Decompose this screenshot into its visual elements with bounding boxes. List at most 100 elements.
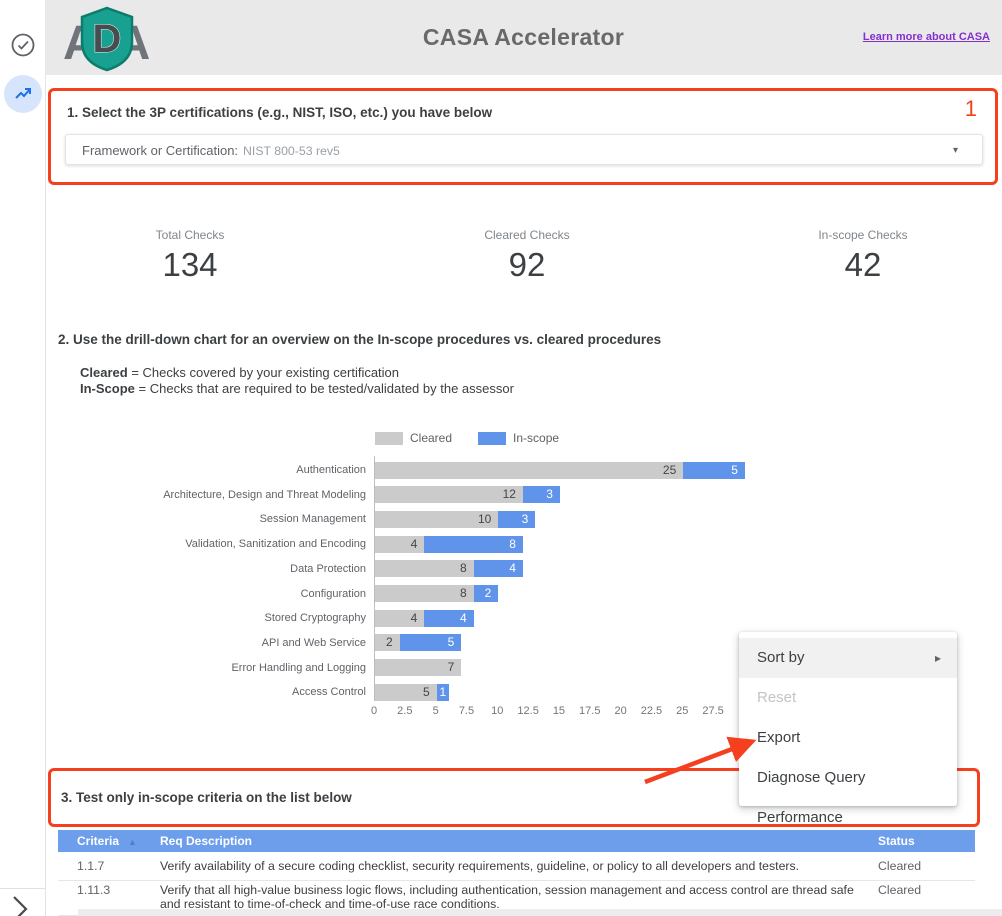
scorecard: In-scope Checks 42	[743, 228, 983, 284]
definition-term: In-Scope	[80, 381, 135, 396]
bar-segment-cleared[interactable]: 12	[375, 486, 523, 504]
bar-segment-cleared[interactable]: 8	[375, 585, 474, 602]
insights-icon[interactable]	[4, 75, 42, 113]
x-axis-tick-label: 20	[614, 705, 627, 717]
bar-segment-inscope[interactable]: 3	[498, 510, 536, 528]
legend-swatch	[375, 431, 403, 445]
chart-category-label: Validation, Sanitization and Encoding	[185, 538, 366, 551]
annotation-step-number: 1	[964, 96, 977, 121]
legend-item: Cleared	[375, 431, 452, 445]
bar-segment-cleared[interactable]: 2	[375, 634, 400, 652]
menu-item-label: Reset	[757, 689, 797, 706]
x-axis-tick-label: 12.5	[517, 705, 539, 717]
bar-segment-inscope[interactable]: 4	[424, 609, 474, 627]
menu-item-diagnose-query-performance[interactable]: Diagnose Query Performance	[739, 758, 957, 826]
scorecard-label: In-scope Checks	[818, 228, 908, 242]
bar-value-label: 10	[477, 511, 492, 526]
section1-title: 1. Select the 3P certifications (e.g., N…	[67, 105, 493, 120]
header-label: Criteria	[77, 834, 120, 848]
definition-line: Cleared = Checks covered by your existin…	[80, 365, 514, 381]
table-row: 1.1.7 Verify availability of a secure cod…	[58, 852, 975, 881]
bar-value-label: 5	[731, 462, 738, 477]
bar-segment-inscope[interactable]: 3	[522, 486, 560, 504]
criteria-table: Criteria ▲ Req Description Status 1.1.7 Veri…	[58, 830, 975, 916]
legend-item: In-scope	[478, 431, 559, 445]
bar-value-label: 4	[509, 561, 516, 576]
section3-title: 3. Test only in-scope criteria on the li…	[61, 790, 352, 805]
chart-category-label: Session Management	[259, 513, 366, 526]
bar-segment-inscope[interactable]: 5	[683, 461, 745, 479]
legend-label: Cleared	[410, 431, 453, 445]
context-menu: Sort by ▸ Reset Export Diagnose Query Perfor…	[739, 632, 957, 826]
bar-value-label: 4	[410, 610, 418, 625]
bar-segment-cleared[interactable]: 10	[375, 510, 499, 528]
x-axis-tick-label: 25	[676, 705, 689, 717]
x-axis-tick-label: 17.5	[579, 705, 601, 717]
bar-segment-inscope[interactable]: 1	[436, 683, 449, 701]
header-status[interactable]: Status	[878, 834, 915, 848]
header-req-description[interactable]: Req Description	[160, 834, 253, 848]
menu-item-label: Sort by	[757, 649, 805, 666]
menu-item-export[interactable]: Export	[739, 718, 957, 758]
header-criteria[interactable]: Criteria ▲	[58, 830, 160, 853]
definitions: Cleared = Checks covered by your existin…	[80, 365, 514, 397]
scorecard: Total Checks 134	[70, 228, 310, 284]
bar-segment-inscope[interactable]: 4	[473, 560, 523, 578]
scorecard: Cleared Checks 92	[407, 228, 647, 284]
chart-category-label: Authentication	[296, 464, 366, 476]
bar-segment-cleared[interactable]: 7	[375, 659, 462, 677]
x-axis-tick-label: 27.5	[702, 705, 724, 717]
menu-item-label: Export	[757, 729, 801, 746]
svg-text:D: D	[92, 17, 121, 61]
scorecard-label: Total Checks	[155, 228, 225, 242]
menu-item-reset[interactable]: Reset	[739, 678, 957, 718]
shield-icon: D	[80, 6, 133, 72]
bar-value-label: 7	[447, 660, 455, 675]
certification-dropdown[interactable]: Framework or Certification: NIST 800-53 r…	[65, 134, 983, 165]
definition-line: In-Scope = Checks that are required to b…	[80, 381, 514, 397]
bar-segment-cleared[interactable]: 4	[375, 535, 425, 553]
bar-segment-cleared[interactable]: 25	[375, 461, 684, 479]
cell-status: Cleared	[878, 859, 922, 873]
learn-more-link[interactable]: Learn more about CASA	[862, 31, 990, 43]
definition-text: = Checks covered by your existing certif…	[127, 365, 400, 380]
cell-description: Verify that all high-value business logi…	[160, 883, 854, 911]
table-body: 1.1.7 Verify availability of a secure cod…	[58, 852, 975, 916]
report-header: A D A CASA Accelerator Learn more about …	[45, 0, 1002, 75]
bar-segment-inscope[interactable]: 2	[473, 585, 499, 602]
check-circle-icon[interactable]	[10, 32, 36, 58]
bar-value-label: 1	[439, 684, 447, 699]
dropdown-value: NIST 800-53 rev5	[243, 144, 340, 158]
bar-value-label: 8	[459, 561, 467, 576]
x-axis-tick-label: 10	[491, 705, 504, 717]
bar-value-label: 2	[385, 635, 393, 650]
chart-category-label: Error Handling and Logging	[231, 661, 366, 674]
table-row: 1.11.3 Verify that all high-value busines…	[58, 881, 975, 916]
chart-category-label: Architecture, Design and Threat Modeling	[163, 488, 366, 501]
table-header: Criteria ▲ Req Description Status	[58, 830, 975, 852]
cell-status: Cleared	[878, 883, 922, 897]
bar-value-label: 4	[459, 610, 467, 625]
legend-swatch	[478, 431, 507, 445]
chart-axis-line	[374, 456, 375, 701]
bar-value-label: 5	[422, 684, 430, 699]
cell-description: Verify availability of a secure coding c…	[160, 859, 800, 873]
sort-ascending-icon: ▲	[128, 837, 137, 847]
expand-chevron-icon[interactable]	[10, 893, 30, 916]
bar-segment-cleared[interactable]: 5	[375, 683, 437, 701]
annotation-box-step1: 1. Select the 3P certifications (e.g., N…	[48, 88, 998, 185]
bar-segment-inscope[interactable]: 8	[424, 535, 523, 553]
bar-segment-cleared[interactable]: 4	[375, 609, 425, 627]
x-axis-tick-label: 0	[370, 705, 378, 717]
scorecard-label: Cleared Checks	[484, 228, 570, 242]
bar-value-label: 8	[459, 586, 467, 600]
bar-segment-cleared[interactable]: 8	[375, 560, 474, 578]
menu-item-sort-by[interactable]: Sort by ▸	[739, 638, 957, 678]
bar-value-label: 8	[509, 536, 516, 551]
cell-criteria: 1.1.7	[77, 859, 105, 873]
x-axis-tick-label: 15	[552, 705, 566, 717]
bar-segment-inscope[interactable]: 5	[399, 634, 462, 652]
section2-title: 2. Use the drill-down chart for an overv…	[58, 332, 662, 347]
bar-value-label: 25	[662, 462, 677, 477]
chevron-down-icon: ▾	[952, 145, 958, 156]
